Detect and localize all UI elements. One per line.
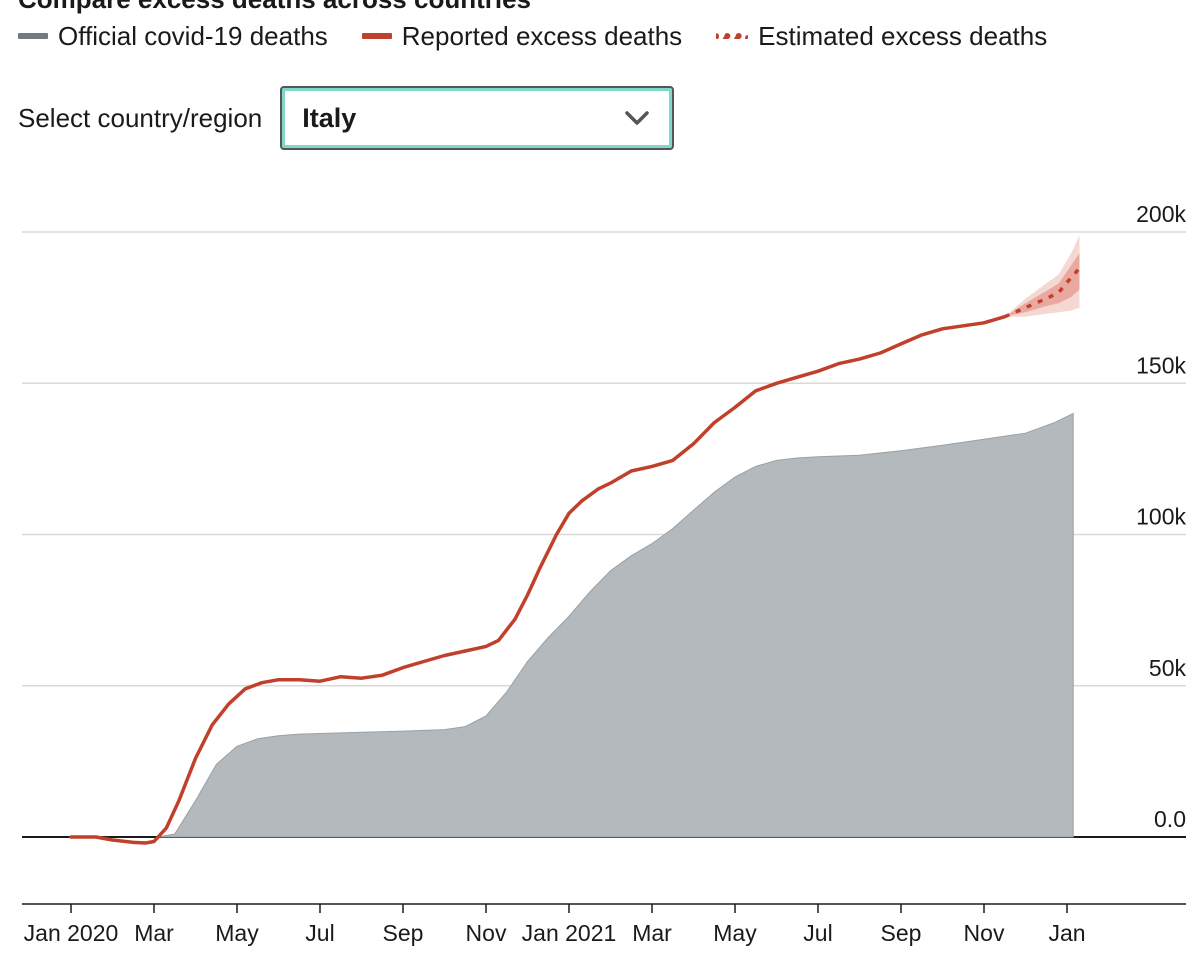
legend: Official covid-19 deaths Reported excess…	[18, 18, 1047, 54]
legend-label-reported: Reported excess deaths	[401, 20, 683, 51]
x-axis: Jan 2020 Mar May Jul Sep Nov Jan 2021 Mar May Jul…	[22, 903, 1186, 946]
x-tick-label: May	[215, 920, 259, 946]
x-tick-label: Mar	[134, 920, 174, 946]
x-tick-label: Jul	[305, 920, 334, 946]
y-tick-label: 150k	[1136, 352, 1186, 378]
y-tick-label: 0.0	[1154, 806, 1186, 832]
excess-line-layer	[69, 267, 1081, 845]
x-tick-label: Jan 2020	[24, 920, 119, 946]
x-tick-label: Mar	[632, 920, 672, 946]
legend-label-official: Official covid-19 deaths	[58, 20, 328, 51]
y-tick-label: 200k	[1136, 201, 1186, 227]
y-tick-label: 100k	[1136, 504, 1186, 530]
legend-item-official: Official covid-19 deaths	[18, 21, 328, 52]
x-tick-label: Sep	[881, 920, 922, 946]
legend-item-estimated: Estimated excess deaths	[716, 21, 1047, 52]
estimated-excess-line	[1004, 267, 1081, 319]
confidence-band-layer	[1004, 235, 1080, 317]
country-select-value: Italy	[302, 102, 357, 133]
chart-title: Compare excess deaths across countries	[18, 0, 531, 15]
selector-label: Select country/region	[18, 102, 263, 133]
official-deaths-area	[158, 412, 1074, 838]
x-tick-label: Jan 2021	[522, 920, 617, 946]
country-selector-row: Select country/region Italy	[18, 86, 675, 150]
legend-swatch-reported	[361, 33, 392, 39]
official-deaths-area-layer	[158, 412, 1074, 838]
legend-swatch-estimated	[716, 33, 749, 39]
legend-swatch-official	[18, 33, 48, 39]
legend-label-estimated: Estimated excess deaths	[758, 20, 1048, 51]
reported-excess-line	[69, 314, 1007, 845]
chevron-down-icon	[625, 111, 649, 125]
legend-item-reported: Reported excess deaths	[361, 20, 683, 52]
x-tick-label: May	[713, 920, 757, 946]
estimate-inner-band	[1004, 253, 1080, 317]
country-select[interactable]: Italy	[280, 86, 675, 150]
x-tick-label: Jan	[1048, 920, 1085, 946]
x-tick-label: Jul	[803, 920, 832, 946]
x-tick-label: Sep	[383, 920, 424, 946]
x-tick-label: Nov	[964, 920, 1005, 946]
y-tick-label: 50k	[1149, 655, 1187, 681]
x-tick-label: Nov	[466, 920, 507, 946]
